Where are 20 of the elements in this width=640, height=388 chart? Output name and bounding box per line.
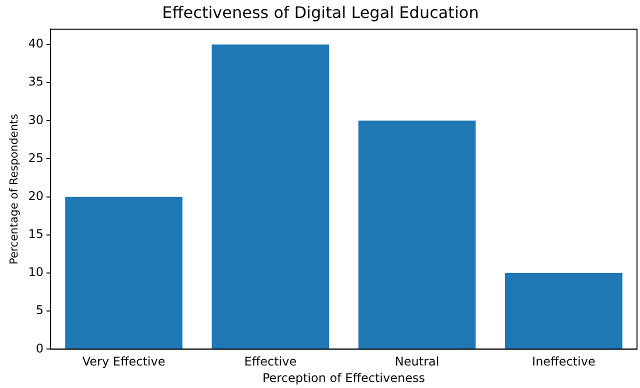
x-tick-label: Neutral	[394, 354, 440, 369]
x-tick-label: Effective	[244, 354, 297, 369]
y-tick-label: 30	[28, 112, 44, 127]
chart-title: Effectiveness of Digital Legal Education	[162, 2, 479, 22]
x-axis-title: Perception of Effectiveness	[262, 370, 425, 385]
y-tick-label: 25	[28, 150, 44, 165]
y-tick-label: 5	[36, 303, 44, 318]
y-axis-title: Percentage of Respondents	[7, 114, 20, 264]
x-tick-label: Ineffective	[532, 354, 596, 369]
bar	[505, 273, 622, 349]
y-tick-label: 10	[28, 265, 44, 280]
y-tick-label: 40	[28, 36, 44, 51]
bar	[358, 120, 476, 349]
bar	[212, 44, 330, 349]
x-tick-label: Very Effective	[82, 354, 166, 369]
y-tick-label: 35	[28, 74, 44, 89]
y-tick-label: 0	[36, 341, 44, 356]
y-tick-label: 20	[28, 188, 44, 203]
bar	[65, 196, 182, 349]
y-tick-label: 15	[28, 227, 44, 242]
